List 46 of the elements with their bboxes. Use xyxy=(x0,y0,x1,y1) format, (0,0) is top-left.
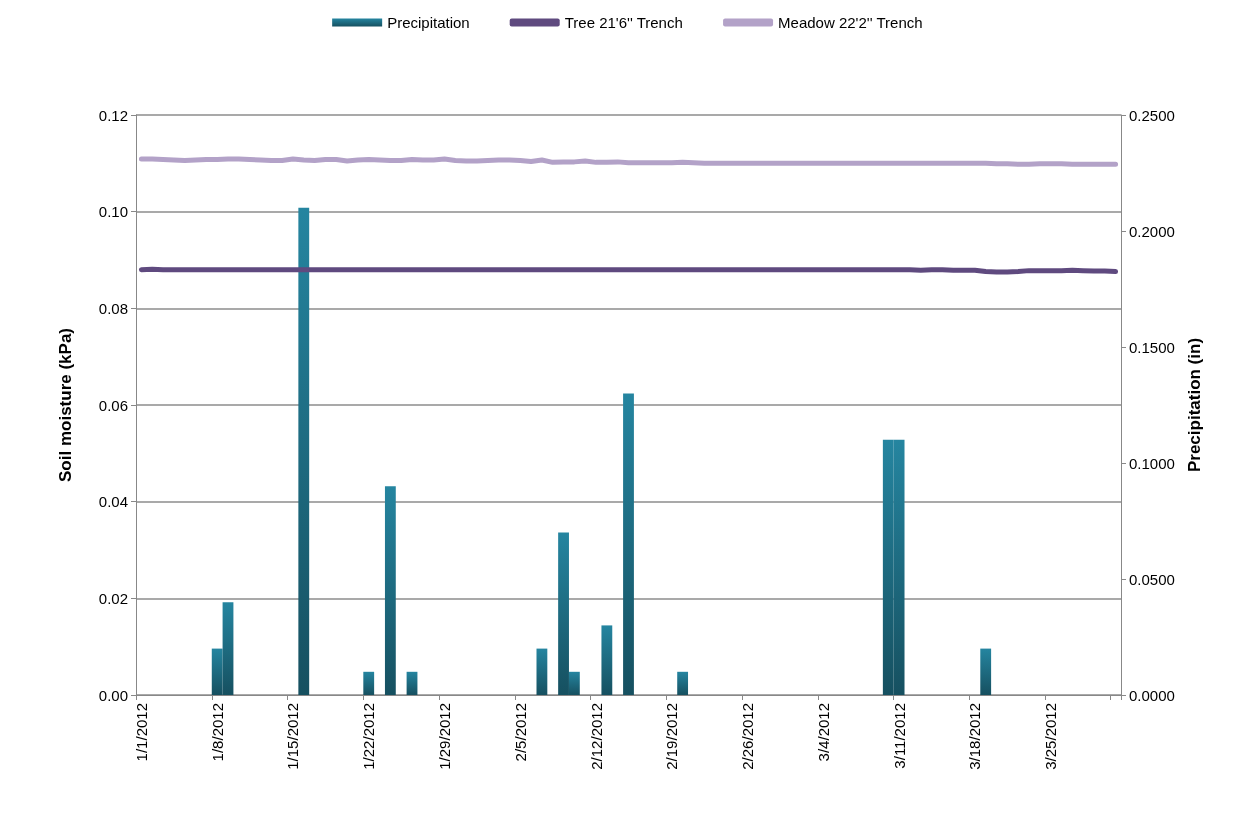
bar xyxy=(363,671,375,695)
bar xyxy=(623,393,634,695)
x-tick-label: 2/26/2012 xyxy=(739,703,757,770)
y-tick-label: 0.02 xyxy=(98,589,128,607)
legend-label: Meadow 22'2'' Trench xyxy=(778,14,923,31)
x-tick-label: 1/22/2012 xyxy=(360,703,378,770)
bar xyxy=(211,648,223,695)
bar xyxy=(384,486,396,695)
x-tick-label: 2/12/2012 xyxy=(587,703,605,770)
bar xyxy=(536,648,548,695)
bar xyxy=(980,648,992,695)
bar xyxy=(298,207,310,695)
y-tick-label: 0.12 xyxy=(98,106,128,124)
y-axis-title: Soil moisture (kPa) xyxy=(56,328,75,482)
x-tick-label: 3/11/2012 xyxy=(890,703,908,769)
x-tick-label: 2/19/2012 xyxy=(663,703,681,770)
x-tick-label: 1/8/2012 xyxy=(208,703,226,762)
x-tick-label: 3/25/2012 xyxy=(1042,703,1060,770)
bar xyxy=(893,439,905,695)
bar xyxy=(601,625,613,695)
y2-tick-label: 0.2000 xyxy=(1129,222,1175,240)
x-tick-label: 3/18/2012 xyxy=(966,703,984,770)
bar xyxy=(558,532,569,695)
y-tick-label: 0.00 xyxy=(98,686,128,704)
legend-label: Tree 21'6'' Trench xyxy=(564,14,683,31)
x-tick-label: 3/4/2012 xyxy=(814,703,832,762)
y-tick-label: 0.10 xyxy=(98,203,128,221)
x-tick-label: 2/5/2012 xyxy=(511,703,529,762)
legend-label: Precipitation xyxy=(387,14,470,31)
y-tick-label: 0.08 xyxy=(98,299,128,317)
x-tick-label: 1/29/2012 xyxy=(435,703,453,770)
bar xyxy=(677,671,689,695)
bar xyxy=(406,671,418,695)
y2-axis-title: Precipitation (in) xyxy=(1184,337,1204,473)
bar xyxy=(882,439,894,695)
bar xyxy=(568,671,580,695)
y2-tick-label: 0.1000 xyxy=(1129,454,1175,472)
y2-tick-label: 0.0500 xyxy=(1129,570,1175,588)
x-tick-label: 1/15/2012 xyxy=(284,703,302,770)
y2-tick-label: 0.0000 xyxy=(1129,686,1175,704)
y-tick-label: 0.04 xyxy=(98,493,128,511)
y2-tick-label: 0.1500 xyxy=(1129,338,1175,356)
y-tick-label: 0.06 xyxy=(98,396,128,414)
bar xyxy=(222,602,234,695)
y2-tick-label: 0.2500 xyxy=(1129,106,1175,124)
x-tick-label: 1/1/2012 xyxy=(132,703,150,762)
